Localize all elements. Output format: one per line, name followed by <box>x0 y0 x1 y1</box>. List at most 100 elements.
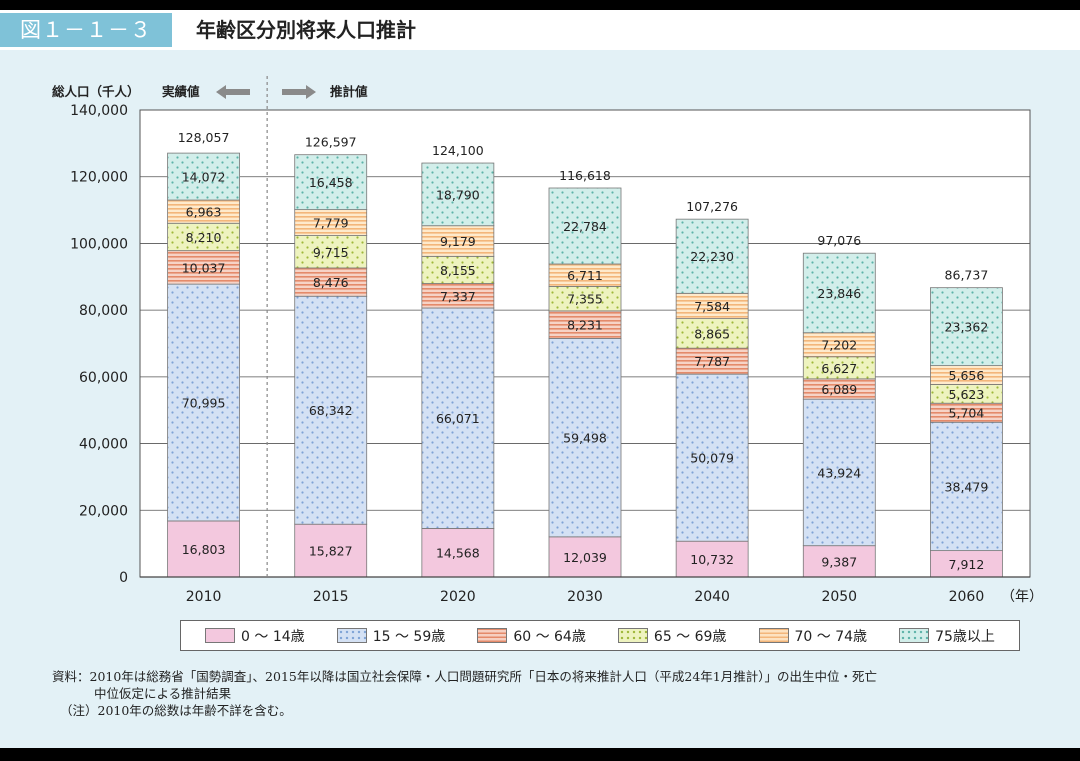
legend-swatch <box>617 628 648 643</box>
segment-label: 15,827 <box>309 544 353 559</box>
legend-label: 70 ～ 74歳 <box>794 628 868 645</box>
segment-label: 8,476 <box>313 275 349 290</box>
legend-swatch <box>477 628 508 643</box>
segment-label: 23,846 <box>817 286 861 301</box>
arrow-left-icon <box>216 85 250 99</box>
bars <box>167 152 1003 578</box>
bar-segment <box>930 421 1003 552</box>
bar-segment <box>548 187 622 265</box>
legend-item: 15 ～ 59歳 <box>336 626 446 646</box>
note-remark: （注）2010年の総数は年齢不詳を含む。 <box>60 703 292 718</box>
x-tick-label: 2030 <box>567 589 603 605</box>
y-tick-label: 80,000 <box>79 303 128 319</box>
bar-segment <box>294 523 368 578</box>
x-axis-unit: （年） <box>1001 589 1043 605</box>
bar-segment <box>421 307 495 529</box>
segment-label: 7,337 <box>440 289 476 304</box>
bar-segment <box>294 295 368 525</box>
bar-segment <box>675 373 749 542</box>
segment-label: 5,656 <box>949 368 985 383</box>
segment-label: 8,231 <box>567 318 603 333</box>
segment-label: 7,912 <box>949 557 985 572</box>
bar-segment <box>675 347 749 375</box>
y-tick-label: 0 <box>119 570 128 586</box>
segment-label: 6,963 <box>186 205 222 220</box>
legend-item: 65 ～ 69歳 <box>617 626 727 646</box>
segment-label: 7,202 <box>821 338 857 353</box>
x-tick-label: 2020 <box>440 589 476 605</box>
segment-label: 59,498 <box>563 431 607 446</box>
bar-segment <box>294 267 368 297</box>
bar-segment <box>548 310 622 339</box>
note-source-cont: 中位仮定による推計結果 <box>94 686 232 701</box>
bar-segment <box>421 528 495 578</box>
figure-label: 図１－１－３ <box>0 13 172 47</box>
total-label: 124,100 <box>432 143 484 158</box>
note-source: 資料：2010年は総務省「国勢調査」、2015年以降は国立社会保障・人口問題研究… <box>52 669 877 684</box>
legend-label: 65 ～ 69歳 <box>653 628 727 645</box>
segment-label: 16,803 <box>182 542 226 557</box>
segment-label: 68,342 <box>309 403 353 418</box>
segment-label: 8,210 <box>186 230 222 245</box>
y-axis-label: 総人口（千人） <box>52 84 140 99</box>
arrow-right-icon <box>282 85 316 99</box>
legend-item: 60 ～ 64歳 <box>477 626 586 646</box>
segment-label: 22,230 <box>690 249 734 264</box>
actual-label: 実績値 <box>162 84 200 99</box>
x-tick-label: 2060 <box>949 589 985 605</box>
segment-label: 38,479 <box>945 479 989 494</box>
top-border <box>0 0 1080 10</box>
total-label: 97,076 <box>817 233 861 248</box>
segment-label: 8,865 <box>694 326 730 341</box>
segment-label: 5,704 <box>949 406 985 421</box>
total-label: 116,618 <box>559 168 611 183</box>
bar-segment <box>675 218 749 294</box>
y-tick-label: 100,000 <box>70 236 128 252</box>
legend-label: 15 ～ 59歳 <box>372 628 446 645</box>
bar-segment <box>421 283 495 309</box>
segment-label: 14,072 <box>182 170 226 185</box>
bar-segment <box>167 283 240 522</box>
figure-notes: 資料：2010年は総務省「国勢調査」、2015年以降は国立社会保障・人口問題研究… <box>52 668 1042 719</box>
segment-label: 6,089 <box>821 382 857 397</box>
data-labels: 16,803 70,995 10,037 8,210 6,963 14,072 128,05… <box>178 130 989 572</box>
legend-label: 0 ～ 14歳 <box>241 628 305 645</box>
bar-segment <box>421 162 495 227</box>
segment-label: 10,732 <box>690 552 734 567</box>
segment-label: 7,787 <box>694 354 730 369</box>
segment-label: 22,784 <box>563 219 607 234</box>
legend-swatch <box>336 628 367 643</box>
segment-label: 50,079 <box>690 451 734 466</box>
bar-segment <box>675 540 749 578</box>
bar-segment <box>802 398 876 547</box>
segment-label: 16,458 <box>309 175 353 190</box>
segment-label: 7,355 <box>567 292 603 307</box>
bar-segment <box>548 285 622 312</box>
bottom-border <box>0 748 1080 761</box>
bar-segment <box>421 255 495 284</box>
x-tick-label: 2015 <box>313 589 349 605</box>
figure-title: 年齢区分別将来人口推計 <box>196 18 416 42</box>
x-tick-label: 2040 <box>694 589 730 605</box>
y-tick-label: 40,000 <box>79 437 128 453</box>
segment-label: 23,362 <box>945 320 989 335</box>
bar-segment <box>802 252 876 334</box>
total-label: 86,737 <box>945 268 989 283</box>
x-tick-label: 2050 <box>821 589 857 605</box>
legend-item: 70 ～ 74歳 <box>758 626 868 646</box>
legend-label: 75歳以上 <box>935 628 995 645</box>
bar-segment <box>294 154 368 211</box>
y-tick-label: 20,000 <box>79 503 128 519</box>
bar-segment <box>930 287 1003 367</box>
legend-swatch <box>758 628 789 643</box>
segment-label: 10,037 <box>182 260 226 275</box>
legend-label: 60 ～ 64歳 <box>513 628 586 645</box>
bar-segment <box>167 250 240 285</box>
bar-segment <box>167 520 240 578</box>
bar-segment <box>802 545 876 578</box>
segment-label: 8,155 <box>440 263 476 278</box>
segment-label: 70,995 <box>182 396 226 411</box>
bar-segment <box>167 152 240 201</box>
bar-segment <box>294 209 368 236</box>
